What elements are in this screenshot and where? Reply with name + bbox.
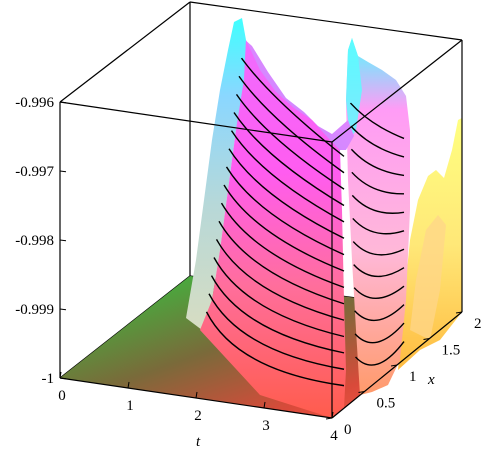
t-tick-mark <box>331 411 334 419</box>
contour-line <box>218 220 345 305</box>
contour-line <box>215 239 345 321</box>
t-tick-label: 2 <box>194 408 202 424</box>
contour-line <box>240 57 345 157</box>
contour-line <box>205 311 345 387</box>
x-tick-label: 0.5 <box>377 396 396 412</box>
t-axis-title: t <box>196 434 201 450</box>
contour-line <box>351 171 405 195</box>
contour-line <box>353 264 405 278</box>
contour-line <box>350 125 405 158</box>
z-tick-mark <box>59 377 67 380</box>
z-tick-mark <box>59 308 67 311</box>
contour-line <box>233 112 345 207</box>
contour-line <box>349 102 405 140</box>
x-axis: 0 0.5 1 1.5 2 <box>325 311 482 438</box>
contour-line <box>210 275 345 354</box>
contour-line <box>208 293 345 370</box>
z-tick-label: -0.999 <box>15 302 54 318</box>
x-tick-label: 2 <box>474 316 482 332</box>
x-tick-label: 1 <box>409 369 417 385</box>
contour-lines <box>205 57 345 387</box>
box-front <box>59 39 463 419</box>
z-tick-mark <box>59 101 67 104</box>
contour-line <box>220 202 345 289</box>
contour-line <box>352 217 405 235</box>
t-tick-mark <box>263 401 266 409</box>
x-tick-mark <box>358 391 365 393</box>
contour-line <box>238 75 345 174</box>
t-tick-mark <box>127 381 130 389</box>
x-tick-mark <box>455 311 463 314</box>
surface-ridge-far <box>398 118 462 370</box>
t-tick-mark <box>59 371 62 379</box>
z-axis: -1 -0.999 -0.998 -0.997 -0.996 <box>15 95 67 387</box>
z-tick-label: -0.996 <box>15 95 54 111</box>
contour-line <box>354 322 405 344</box>
t-tick-label: 4 <box>330 428 338 444</box>
z-tick-label: -0.998 <box>15 233 54 249</box>
t-tick-mark <box>195 391 198 399</box>
surface-ridge-main-side <box>186 18 246 330</box>
t-tick-label: 1 <box>126 398 134 414</box>
contour-lines-middle-ridge <box>349 102 405 366</box>
contour-line <box>228 148 345 239</box>
surface-ridge-main-front <box>200 40 346 418</box>
x-tick-label: 1.5 <box>442 343 461 359</box>
contour-line <box>230 130 345 223</box>
z-tick-label: -1 <box>42 371 55 387</box>
contour-line <box>353 285 405 300</box>
t-tick-label: 0 <box>58 388 66 404</box>
contour-line <box>213 257 345 338</box>
z-tick-mark <box>59 170 67 173</box>
contour-line <box>355 341 405 366</box>
x-tick-mark <box>325 417 333 420</box>
x-axis-title: x <box>427 372 435 388</box>
contour-line <box>352 241 405 256</box>
contour-line <box>354 304 405 321</box>
x-tick-label: 0 <box>344 422 352 438</box>
contour-line <box>223 184 345 272</box>
x-tick-mark <box>390 364 398 367</box>
surface-ridge-middle <box>346 38 410 395</box>
z-tick-label: -0.997 <box>15 164 54 180</box>
contour-line <box>351 194 405 214</box>
z-tick-mark <box>59 239 67 242</box>
contour-line <box>350 148 405 177</box>
t-tick-label: 3 <box>262 418 270 434</box>
t-axis: 0 1 2 3 4 <box>58 371 338 444</box>
x-tick-mark <box>423 338 430 340</box>
contour-line <box>225 166 345 256</box>
contour-line <box>235 93 345 190</box>
